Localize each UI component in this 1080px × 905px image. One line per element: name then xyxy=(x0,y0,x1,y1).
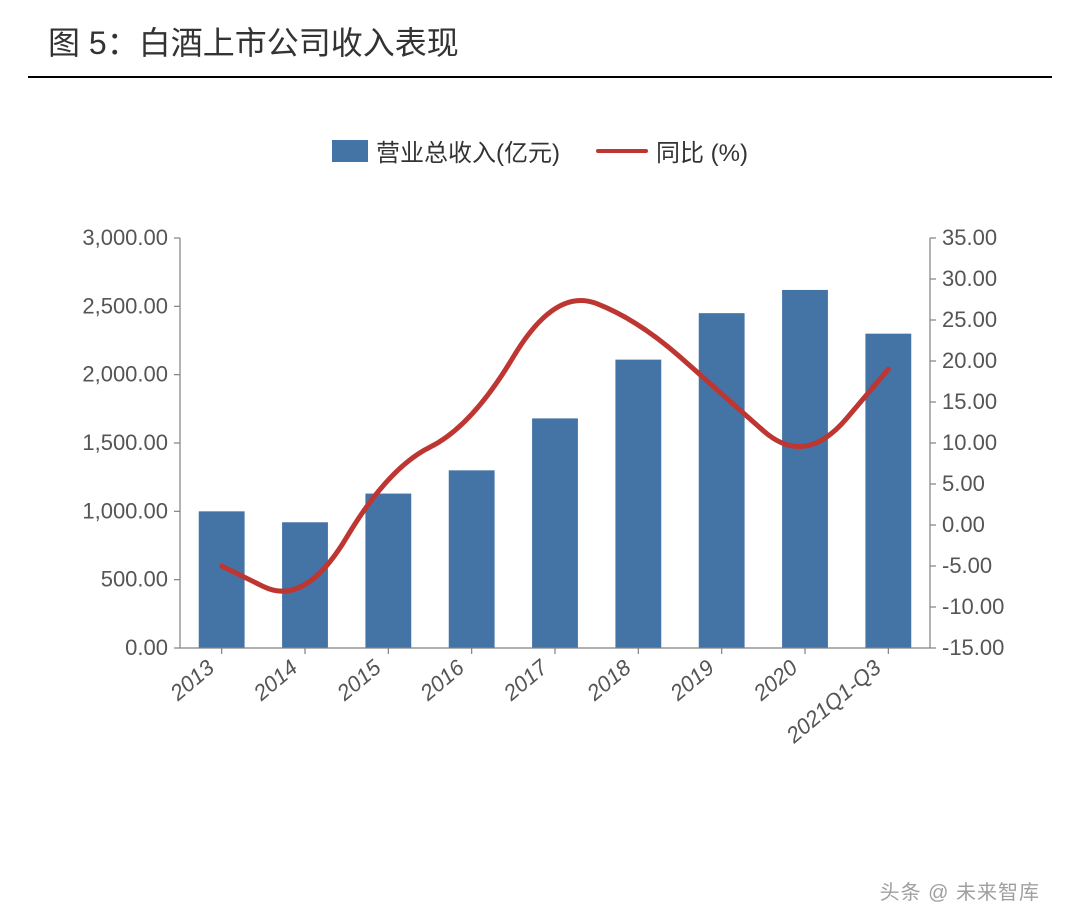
x-label: 2016 xyxy=(415,654,470,706)
legend-label-line: 同比 (%) xyxy=(656,133,748,168)
svg-text:-5.00: -5.00 xyxy=(942,553,992,578)
svg-text:0.00: 0.00 xyxy=(942,512,985,537)
bar xyxy=(449,470,495,648)
bar xyxy=(199,511,245,648)
svg-text:10.00: 10.00 xyxy=(942,430,997,455)
legend-item-bar: 营业总收入(亿元) xyxy=(332,133,560,168)
svg-text:30.00: 30.00 xyxy=(942,266,997,291)
svg-text:2,500.00: 2,500.00 xyxy=(82,293,168,318)
x-label: 2018 xyxy=(581,654,636,706)
x-label: 2013 xyxy=(165,654,220,706)
watermark: 头条 @ 未来智库 xyxy=(880,876,1040,905)
svg-text:20.00: 20.00 xyxy=(942,348,997,373)
svg-text:35.00: 35.00 xyxy=(942,228,997,250)
title-rule xyxy=(28,76,1052,78)
chart-svg: 0.00 500.00 1,000.00 1,500.00 2,000.00 2,500.… xyxy=(60,228,1020,768)
bar xyxy=(782,290,828,648)
x-label: 2020 xyxy=(748,654,803,706)
svg-text:15.00: 15.00 xyxy=(942,389,997,414)
svg-text:25.00: 25.00 xyxy=(942,307,997,332)
bar xyxy=(699,313,745,648)
legend-swatch-bar xyxy=(332,140,368,162)
chart-title: 图 5：白酒上市公司收入表现 xyxy=(48,25,459,61)
legend-label-bar: 营业总收入(亿元) xyxy=(376,133,560,168)
bar xyxy=(365,494,411,648)
legend-swatch-line xyxy=(596,149,648,153)
chart-area: 0.00 500.00 1,000.00 1,500.00 2,000.00 2,500.… xyxy=(60,228,1020,768)
svg-text:1,000.00: 1,000.00 xyxy=(82,498,168,523)
x-label: 2014 xyxy=(248,655,302,706)
legend: 营业总收入(亿元) 同比 (%) xyxy=(0,133,1080,168)
svg-text:2,000.00: 2,000.00 xyxy=(82,362,168,387)
svg-text:0.00: 0.00 xyxy=(125,635,168,660)
x-label: 2019 xyxy=(665,655,719,706)
svg-text:-15.00: -15.00 xyxy=(942,635,1004,660)
svg-text:3,000.00: 3,000.00 xyxy=(82,228,168,250)
svg-text:500.00: 500.00 xyxy=(101,567,168,592)
x-label: 2015 xyxy=(331,654,386,706)
x-label: 2017 xyxy=(498,654,553,706)
svg-text:5.00: 5.00 xyxy=(942,471,985,496)
svg-text:1,500.00: 1,500.00 xyxy=(82,430,168,455)
bar xyxy=(865,334,911,648)
legend-item-line: 同比 (%) xyxy=(596,133,748,168)
title-container: 图 5：白酒上市公司收入表现 xyxy=(0,0,1080,76)
bar xyxy=(615,360,661,648)
bar xyxy=(532,418,578,648)
svg-text:-10.00: -10.00 xyxy=(942,594,1004,619)
